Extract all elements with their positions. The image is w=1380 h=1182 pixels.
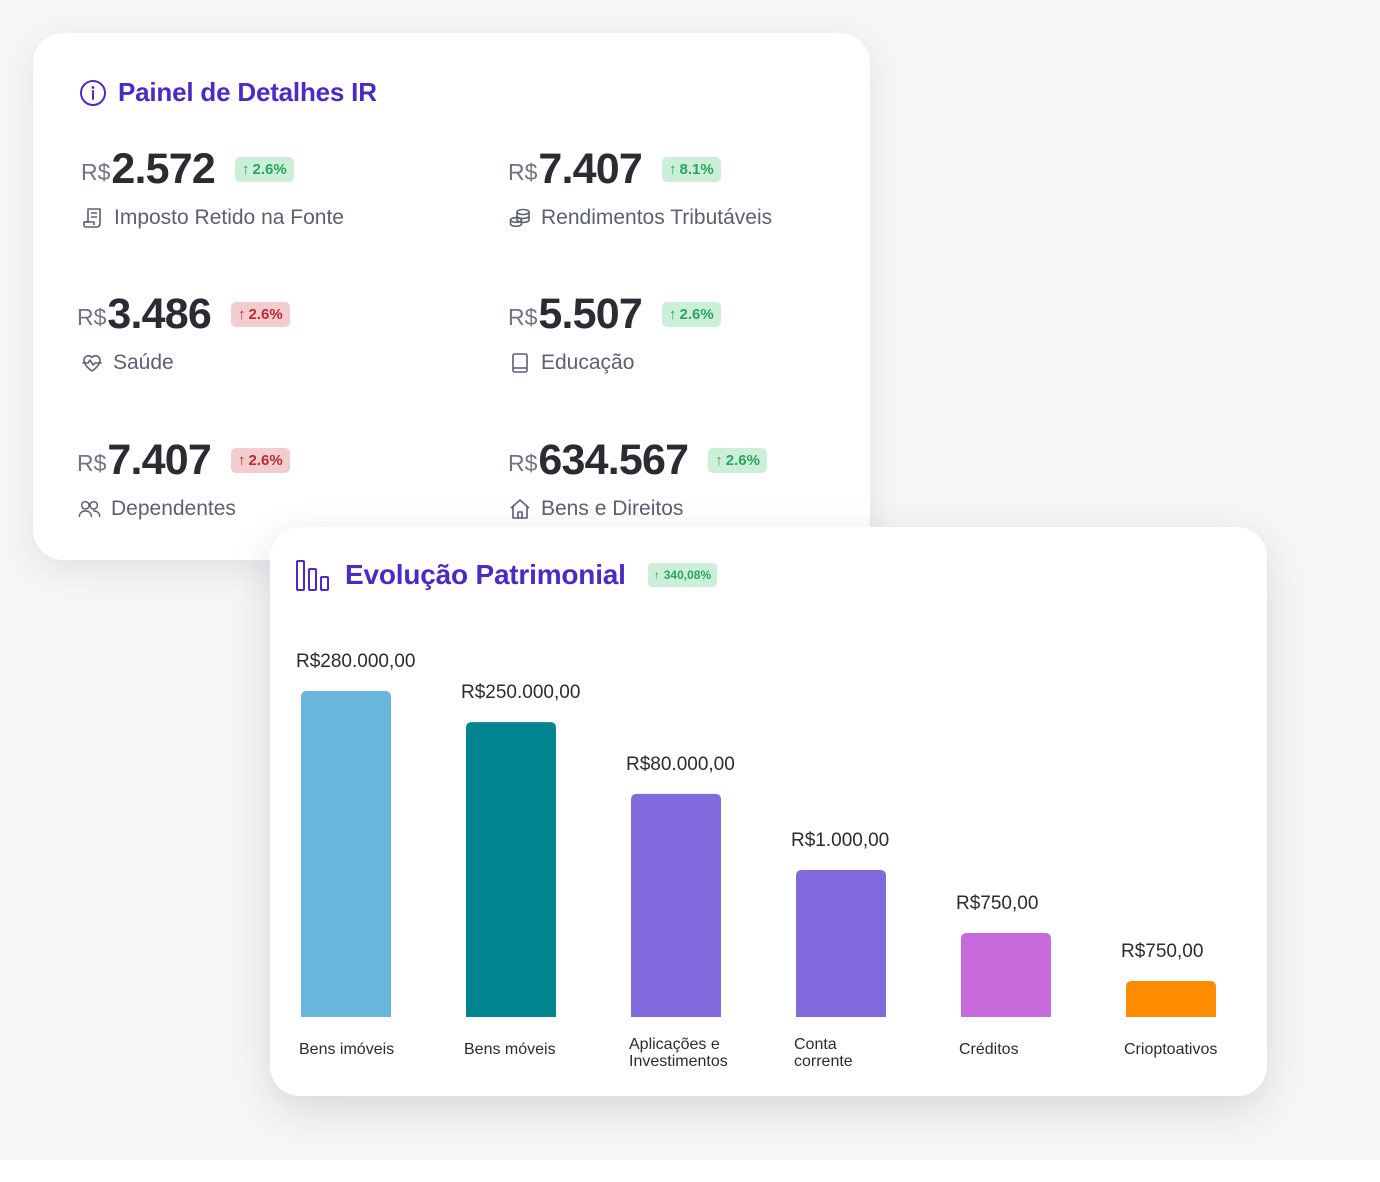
category-label: Investimentos xyxy=(629,1053,728,1070)
bar-value-label: R$750,00 xyxy=(1121,941,1203,962)
bar xyxy=(631,793,721,1017)
evolution-title: Evolução Patrimonial xyxy=(345,559,626,590)
metric-bens-direitos: R$ 634.567 ↑ 2.6% Bens e Direitos xyxy=(508,436,767,521)
bar xyxy=(466,722,556,1017)
metric-label: Educação xyxy=(541,351,635,374)
metric-amount: 3.486 xyxy=(107,290,212,338)
bar-value-label: R$250.000,00 xyxy=(461,682,580,703)
bar xyxy=(961,933,1051,1017)
metric-amount: 7.407 xyxy=(107,436,212,484)
ir-panel-header: Painel de Detalhes IR xyxy=(79,77,377,108)
evolution-change-badge: ↑ 340,08% xyxy=(647,563,718,587)
heart-pulse-icon xyxy=(82,355,102,372)
change-badge: ↑ 8.1% xyxy=(662,157,721,182)
currency-symbol: R$ xyxy=(81,159,111,185)
coins-icon xyxy=(509,208,530,228)
currency-symbol: R$ xyxy=(77,304,107,330)
arrow-up-icon: ↑ xyxy=(669,306,677,323)
bar-chart-icon xyxy=(296,560,329,591)
category-label: corrente xyxy=(794,1053,853,1070)
currency-symbol: R$ xyxy=(508,304,538,330)
info-icon xyxy=(80,79,106,106)
arrow-up-icon: ↑ xyxy=(653,568,660,582)
book-icon xyxy=(512,353,528,373)
metric-label: Bens e Direitos xyxy=(541,497,684,520)
category-label: Créditos xyxy=(959,1041,1019,1058)
home-icon xyxy=(510,499,530,519)
metric-amount: 2.572 xyxy=(111,145,216,193)
bar xyxy=(1126,981,1216,1017)
category-label: Crioptoativos xyxy=(1124,1041,1217,1058)
bar-value-label: R$280.000,00 xyxy=(296,651,415,672)
metric-label: Rendimentos Tributáveis xyxy=(541,206,773,229)
metric-rendimentos: R$ 7.407 ↑ 8.1% Rendimentos Tributáveis xyxy=(508,145,772,230)
arrow-up-icon: ↑ xyxy=(715,452,723,469)
bar-value-label: R$1.000,00 xyxy=(791,830,889,851)
metric-educacao: R$ 5.507 ↑ 2.6% Educação xyxy=(508,290,721,375)
bar xyxy=(796,870,886,1017)
receipt-icon xyxy=(83,208,101,228)
evolution-header: Evolução Patrimonial ↑ 340,08% xyxy=(296,559,718,591)
category-label: Aplicações e xyxy=(629,1036,720,1053)
change-badge: ↑ 2.6% xyxy=(708,448,767,473)
metric-label: Imposto Retido na Fonte xyxy=(114,206,344,229)
bar-value-label: R$80.000,00 xyxy=(626,754,735,775)
metric-amount: 634.567 xyxy=(538,436,689,484)
change-badge: ↑ 2.6% xyxy=(231,302,290,327)
metric-label: Dependentes xyxy=(111,497,236,520)
currency-symbol: R$ xyxy=(77,450,107,476)
change-badge: ↑ 2.6% xyxy=(235,157,294,182)
arrow-up-icon: ↑ xyxy=(242,161,250,178)
currency-symbol: R$ xyxy=(508,159,538,185)
evolution-chart-card: Evolução Patrimonial ↑ 340,08% R$280.000,… xyxy=(270,527,1267,1096)
metric-dependentes: R$ 7.407 ↑ 2.6% Dependentes xyxy=(77,436,290,521)
ir-details-panel: Painel de Detalhes IR R$ 2.572 ↑ 2.6% Imp… xyxy=(33,33,870,560)
evolution-bar-chart: R$280.000,00 Bens imóveis R$250.000,00 Bens… xyxy=(296,651,1217,1070)
metric-label: Saúde xyxy=(113,351,174,374)
bar-value-label: R$750,00 xyxy=(956,893,1038,914)
page-footer-strip xyxy=(0,1160,1380,1182)
arrow-up-icon: ↑ xyxy=(238,452,246,469)
currency-symbol: R$ xyxy=(508,450,538,476)
bar xyxy=(301,691,391,1017)
metric-amount: 5.507 xyxy=(538,290,643,338)
category-label: Bens imóveis xyxy=(299,1041,394,1058)
arrow-up-icon: ↑ xyxy=(669,161,677,178)
ir-panel-title: Painel de Detalhes IR xyxy=(118,77,377,107)
metric-imposto-retido: R$ 2.572 ↑ 2.6% Imposto Retido na Fonte xyxy=(81,145,344,230)
category-label: Conta xyxy=(794,1036,837,1053)
metric-amount: 7.407 xyxy=(538,145,643,193)
users-icon xyxy=(78,500,101,518)
arrow-up-icon: ↑ xyxy=(238,306,246,323)
change-badge: ↑ 2.6% xyxy=(231,448,290,473)
metric-saude: R$ 3.486 ↑ 2.6% Saúde xyxy=(77,290,290,375)
change-badge: ↑ 2.6% xyxy=(662,302,721,327)
category-label: Bens móveis xyxy=(464,1041,556,1058)
